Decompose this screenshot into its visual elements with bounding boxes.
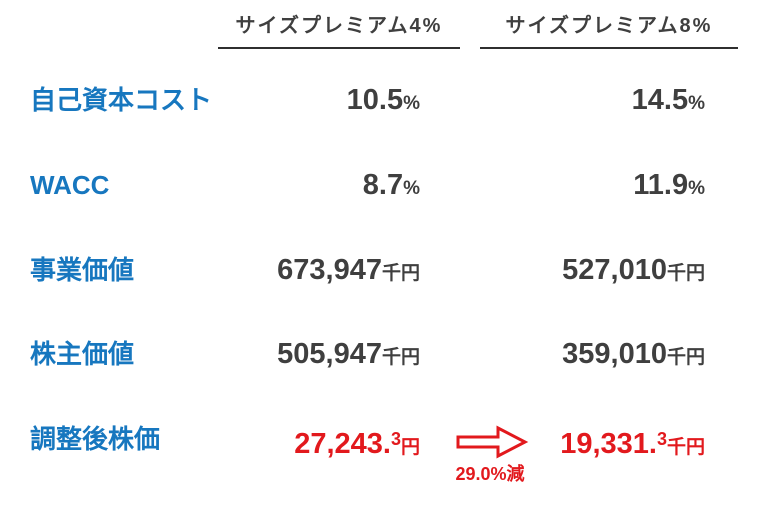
value-unit: % bbox=[688, 178, 705, 199]
value-unit: 千円 bbox=[666, 437, 705, 458]
value-number: 14.5 bbox=[631, 84, 689, 116]
value-unit: 千円 bbox=[666, 263, 705, 284]
right-block-arrow-icon bbox=[455, 425, 529, 459]
value-shareholder-value-premium4: 505,947千円 bbox=[150, 334, 420, 378]
value-number: 673,947 bbox=[277, 254, 382, 286]
row-label-cost-of-equity: 自己資本コスト bbox=[30, 85, 213, 115]
value-unit: % bbox=[403, 93, 420, 114]
value-decimal-superscript: 3 bbox=[656, 429, 667, 449]
value-cost-of-equity-premium4: 10.5% bbox=[150, 80, 420, 124]
value-wacc-premium8: 11.9% bbox=[430, 165, 705, 209]
row-label-wacc: WACC bbox=[30, 170, 110, 200]
value-unit: 千円 bbox=[666, 347, 705, 368]
value-adjusted-price-premium8: 19,331.3千円 bbox=[430, 419, 705, 468]
row-label-adjusted-stock-price: 調整後株価 bbox=[30, 424, 161, 454]
value-number: 8.7 bbox=[362, 169, 404, 201]
value-number: 505,947 bbox=[277, 338, 382, 370]
value-adjusted-price-premium4: 27,243.3円 bbox=[150, 419, 420, 468]
value-unit: 千円 bbox=[381, 263, 420, 284]
value-business-value-premium8: 527,010千円 bbox=[430, 250, 705, 294]
change-note: 29.0%減 bbox=[455, 464, 525, 484]
column-header-size-premium-8: サイズプレミアム8% bbox=[480, 12, 738, 49]
value-shareholder-value-premium8: 359,010千円 bbox=[430, 334, 705, 378]
value-cost-of-equity-premium8: 14.5% bbox=[430, 80, 705, 124]
value-number: 27,243. bbox=[294, 428, 391, 460]
row-label-business-value: 事業価値 bbox=[30, 255, 135, 285]
value-wacc-premium4: 8.7% bbox=[150, 165, 420, 209]
value-number: 359,010 bbox=[562, 338, 667, 370]
value-decimal-superscript: 3 bbox=[390, 429, 401, 449]
value-number: 19,331. bbox=[560, 428, 657, 460]
value-number: 527,010 bbox=[562, 254, 667, 286]
value-unit: % bbox=[403, 178, 420, 199]
value-number: 11.9 bbox=[633, 169, 689, 201]
value-unit: 千円 bbox=[381, 347, 420, 368]
value-number: 10.5 bbox=[346, 84, 404, 116]
row-label-shareholder-value: 株主価値 bbox=[30, 339, 135, 369]
value-unit: 円 bbox=[400, 437, 420, 458]
column-header-size-premium-4: サイズプレミアム4% bbox=[218, 12, 460, 49]
value-unit: % bbox=[688, 93, 705, 114]
value-business-value-premium4: 673,947千円 bbox=[150, 250, 420, 294]
